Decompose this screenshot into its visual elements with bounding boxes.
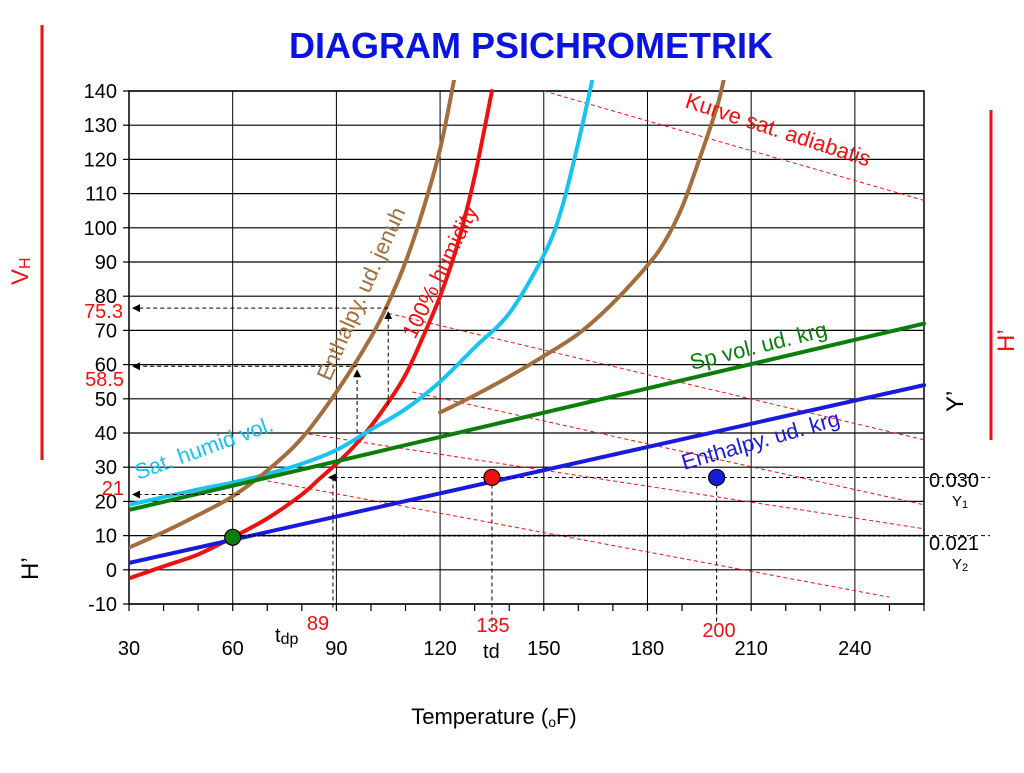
point-dry-bulb xyxy=(483,468,501,487)
x-tick-label: 60 xyxy=(222,638,244,660)
value-200: 200 xyxy=(702,620,735,642)
x-axis-label: Temperature (oF) xyxy=(411,704,577,730)
value-89: 89 xyxy=(307,613,329,635)
series-line-sp-vol-ud-krg xyxy=(129,321,926,512)
label-tdp-main: t xyxy=(275,625,281,647)
series-line-enthalpy-ud-jenuh-saturated-air xyxy=(438,80,726,415)
label-enthalpy-ud-krg: Enthalpy. ud. krg xyxy=(678,406,842,475)
y-tick-label: 110 xyxy=(85,184,117,206)
label-y1-sub: 1 xyxy=(962,499,968,511)
y-tick-label: 60 xyxy=(95,355,117,377)
label-y2-sub: 2 xyxy=(962,562,968,574)
y-tick-label: 30 xyxy=(95,457,117,479)
y-tick-label: 10 xyxy=(95,526,117,548)
value-y2: 0.021 xyxy=(929,533,979,555)
value-135: 135 xyxy=(476,615,509,637)
label-td-sub: d xyxy=(489,641,500,663)
series-line-enthalpy-ud-jenuh xyxy=(129,80,456,550)
label-y2-main: Y xyxy=(952,556,962,573)
label-vh-main: V xyxy=(7,269,34,285)
point-adiabatic-end xyxy=(708,468,726,487)
series-line-sat-humid-vol xyxy=(129,80,595,507)
y-tick-label: 120 xyxy=(84,149,117,171)
x-axis-label-main: Temperature ( xyxy=(411,704,549,729)
x-axis-label-end: F) xyxy=(556,704,577,729)
label-td: td xyxy=(483,641,500,663)
y-tick-label: 80 xyxy=(95,286,117,308)
adiabatic-dashed-line xyxy=(412,391,925,506)
value-75-3: 75.3 xyxy=(84,301,123,323)
y-tick-label: 0 xyxy=(106,560,117,582)
x-tick-label: 180 xyxy=(631,638,664,660)
value-58-5: 58.5 xyxy=(85,369,124,391)
side-bars xyxy=(40,25,993,460)
label-tdp: tdp xyxy=(275,625,298,648)
adiabatic-dashed-line xyxy=(267,480,890,598)
adiabatic-dashed-line xyxy=(543,90,925,201)
label-y2: Y2 xyxy=(952,556,968,574)
value-y1: 0.030 xyxy=(929,470,979,492)
x-tick-label: 120 xyxy=(423,638,456,660)
label-td-main: t xyxy=(483,641,489,663)
point-dew-point xyxy=(224,528,242,546)
y-tick-label: 100 xyxy=(84,218,117,240)
label-vh-sub: H xyxy=(17,257,34,269)
y-tick-label: 50 xyxy=(95,389,117,411)
chart-title: DIAGRAM PSICHROMETRIK xyxy=(289,25,773,66)
series-group xyxy=(129,80,926,581)
label-vh: VH xyxy=(7,257,34,285)
y-tick-label: 40 xyxy=(95,423,117,445)
label-y1-main: Y xyxy=(952,493,962,510)
label-sat-humid-vol: Sat. humid vol. xyxy=(131,411,276,484)
label-y-prime-right: Y’ xyxy=(942,391,969,412)
label-sp-vol-ud-krg: Sp vol. ud. krg xyxy=(687,317,830,375)
adiabatic-dashed-line xyxy=(388,312,925,441)
reference-lines xyxy=(132,304,990,628)
x-tick-label: 240 xyxy=(838,638,871,660)
x-axis-label-sub: o xyxy=(548,714,556,730)
y-tick-label: 140 xyxy=(84,81,117,103)
x-tick-label: 210 xyxy=(734,638,767,660)
x-tick-label: 30 xyxy=(118,638,140,660)
x-tick-label: 150 xyxy=(527,638,560,660)
label-h-prime-left: H’ xyxy=(17,557,44,580)
label-tdp-sub: dp xyxy=(281,631,299,648)
axes: -10 0 10 20 30 40 50 60 70 80 90 100 110 120 130 140 30 6… xyxy=(84,81,925,730)
label-y1: Y1 xyxy=(952,493,968,511)
points-group xyxy=(224,468,726,546)
y-tick-label: 130 xyxy=(84,115,117,137)
label-h-prime-right: H’ xyxy=(993,329,1020,352)
series-line-enthalpy-ud-krg xyxy=(129,383,926,565)
value-21: 21 xyxy=(102,478,124,500)
y-tick-label: -10 xyxy=(88,594,117,616)
grid xyxy=(128,90,925,605)
y-tick-label: 20 xyxy=(95,491,117,513)
y-tick-label: 90 xyxy=(95,252,117,274)
adiabatic-dashed-lines xyxy=(267,90,925,598)
x-tick-label: 90 xyxy=(325,638,347,660)
y-tick-label: 70 xyxy=(95,320,117,342)
